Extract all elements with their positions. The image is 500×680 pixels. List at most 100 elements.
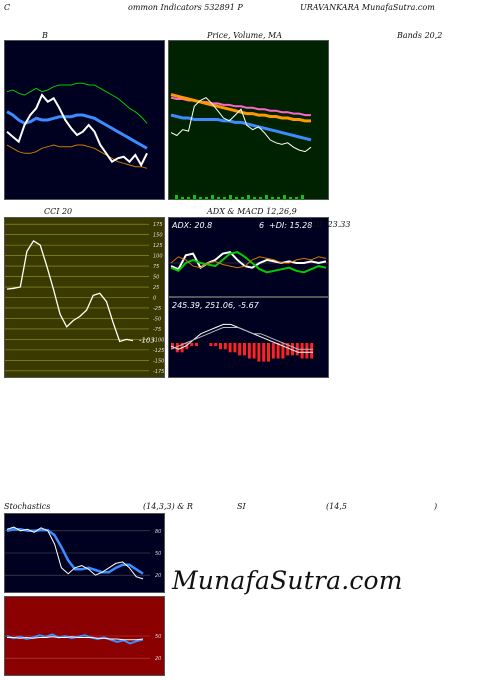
macd-hist-bar: [233, 343, 237, 353]
volume-bar: [223, 197, 226, 199]
stoch-title: Stochastics: [4, 502, 51, 511]
macd-hist-bar: [228, 343, 232, 353]
cci-tick-label: 0: [153, 296, 156, 302]
macd-hist-bar: [262, 343, 266, 362]
volume-bar: [301, 195, 304, 199]
stoch-tick-label: 50: [155, 551, 161, 557]
stoch-tick-label: 20: [155, 573, 161, 579]
macd-hist-bar: [305, 343, 309, 359]
cci-tick-label: -125: [153, 348, 164, 354]
volume-bar: [199, 197, 202, 199]
macd-panel: 245.39, 251.06, -5.67: [168, 297, 329, 378]
volume-bar: [229, 195, 232, 199]
volume-bar: [193, 195, 196, 199]
price-title: Price, Volume, MA: [207, 31, 283, 40]
bollinger-price-line: [6, 93, 148, 168]
rsi-tick-label: 50: [155, 634, 161, 640]
price-orange-line: [170, 93, 311, 123]
adx-six: 6: [259, 221, 264, 230]
cci-value-label: -103: [139, 337, 155, 345]
bollinger-lower-line: [6, 144, 148, 169]
cci-tick-label: 150: [153, 233, 163, 239]
volume-bar: [283, 195, 286, 199]
cci-tick-label: 50: [153, 275, 159, 281]
cci-tick-label: -75: [153, 327, 161, 333]
macd-hist-bar: [276, 343, 280, 359]
macd-hist-bar: [223, 343, 227, 350]
cci-line: [6, 240, 134, 343]
macd-hist-bar: [190, 343, 194, 347]
macd-hist-bar: [271, 343, 275, 359]
volume-bar: [217, 197, 220, 199]
adx-value: ADX: 20.8: [171, 221, 212, 230]
macd-readout: 245.39, 251.06, -5.67: [172, 301, 260, 310]
stoch-params: (14,3,3) & R: [143, 502, 193, 511]
cci-tick-label: 25: [153, 285, 159, 291]
macd-hist-bar: [267, 343, 270, 362]
cci-tick-label: -50: [153, 316, 161, 322]
rsi-title: SI: [237, 502, 246, 511]
paren-close: ): [434, 502, 438, 511]
price-price-line: [170, 96, 312, 153]
watermark: MunafaSutra.com: [172, 566, 403, 595]
bollinger-title: B: [42, 31, 48, 40]
bollinger-chart: [6, 82, 148, 169]
volume-bar: [211, 195, 214, 199]
macd-hist-bar: [252, 343, 256, 359]
macd-hist-bar: [214, 343, 218, 347]
adx-chart: ADX: 20.8 6 +DI: 15.28: [169, 221, 328, 274]
macd-hist-bar: [310, 343, 314, 359]
stoch-chart: 80 50 20: [5, 526, 161, 580]
cci-tick-label: 100: [153, 254, 163, 260]
adx-title: ADX & MACD 12,26,9: [207, 207, 297, 216]
volume-bar: [181, 197, 184, 199]
macd-hist-bar: [238, 343, 242, 356]
stoch-d-line: [6, 528, 144, 575]
volume-bar: [277, 197, 280, 199]
header-mid: ommon Indicators 532891 P: [128, 3, 243, 12]
stoch-k-line: [6, 526, 144, 580]
volume-bar: [205, 197, 208, 199]
macd-hist-bar: [171, 343, 174, 350]
volume-bar: [175, 195, 178, 199]
price-chart: [170, 93, 312, 199]
macd-hist-bar: [281, 343, 285, 359]
volume-bar: [247, 195, 250, 199]
rsi-tick-label: 20: [155, 656, 161, 662]
header-right: URAVANKARA MunafaSutra.com: [300, 3, 435, 12]
macd-hist-bar: [209, 343, 213, 347]
rsi-panel: 50 20: [4, 596, 165, 676]
cci-tick-label: -150: [153, 358, 164, 364]
stoch-tick-label: 80: [155, 529, 161, 535]
cci-tick-label: -100: [153, 337, 164, 343]
adx-di-line: [170, 256, 327, 269]
adx-panel: ADX: 20.8 6 +DI: 15.28: [168, 217, 329, 297]
pdi-value: +DI: 15.28: [269, 221, 312, 230]
macd-hist-bar: [247, 343, 251, 359]
bollinger-upper-line: [6, 82, 148, 124]
macd-hist-bar: [286, 343, 290, 356]
bollinger-middle-line: [6, 110, 148, 150]
volume-bar: [235, 197, 238, 199]
volume-bar: [241, 197, 244, 199]
cci-tick-label: 175: [153, 222, 163, 228]
bollinger-panel: [4, 40, 165, 200]
macd-hist-bar: [175, 343, 179, 353]
volume-bar: [271, 197, 274, 199]
bands-title: Bands 20,2: [397, 31, 443, 40]
macd-hist-bar: [195, 343, 198, 347]
stoch-panel: 80 50 20: [4, 513, 165, 593]
volume-bar: [187, 197, 190, 199]
macd-hist-bar: [291, 343, 294, 356]
header-c: C: [4, 3, 11, 12]
price-panel: [168, 40, 329, 200]
macd-chart: 245.39, 251.06, -5.67: [170, 301, 314, 362]
macd-hist-bar: [185, 343, 189, 350]
volume-bar: [265, 195, 268, 199]
macd-signal-line: [170, 327, 313, 350]
macd-hist-bar: [257, 343, 261, 362]
macd-hist-bar: [300, 343, 304, 359]
cci-chart: 175 150 125 100 75 50 25 0 -25 -50 -75 -100 -125 -150…: [5, 222, 164, 375]
volume-bar: [289, 197, 292, 199]
volume-bar: [253, 197, 256, 199]
